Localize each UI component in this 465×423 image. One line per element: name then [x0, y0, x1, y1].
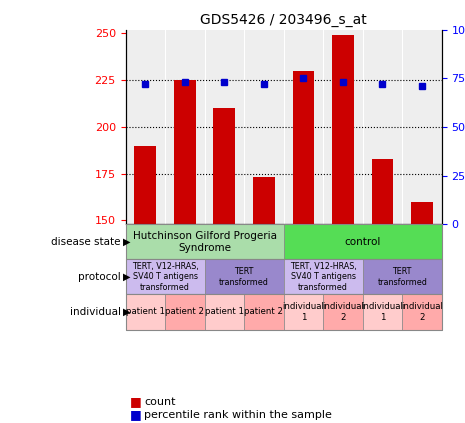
Text: Hutchinson Gilford Progeria
Syndrome: Hutchinson Gilford Progeria Syndrome [133, 231, 277, 253]
Bar [372, 159, 393, 224]
FancyBboxPatch shape [126, 224, 284, 259]
Bar [174, 80, 196, 224]
Text: ■: ■ [130, 396, 142, 408]
Title: GDS5426 / 203496_s_at: GDS5426 / 203496_s_at [200, 13, 367, 27]
FancyBboxPatch shape [126, 259, 205, 294]
Text: patient 1: patient 1 [126, 308, 165, 316]
Bar [332, 35, 354, 224]
FancyBboxPatch shape [244, 294, 284, 330]
Text: individual
1: individual 1 [282, 302, 325, 321]
FancyBboxPatch shape [363, 294, 402, 330]
FancyBboxPatch shape [205, 259, 284, 294]
Text: percentile rank within the sample: percentile rank within the sample [144, 409, 332, 420]
Text: patient 2: patient 2 [245, 308, 283, 316]
FancyBboxPatch shape [284, 224, 442, 259]
Text: individual
1: individual 1 [361, 302, 404, 321]
Text: patient 2: patient 2 [166, 308, 204, 316]
Bar [292, 71, 314, 224]
Text: individual
2: individual 2 [401, 302, 443, 321]
FancyBboxPatch shape [165, 294, 205, 330]
Text: TERT
transformed: TERT transformed [219, 267, 269, 286]
FancyBboxPatch shape [126, 294, 165, 330]
Text: ▶: ▶ [123, 272, 131, 282]
Text: TERT, V12-HRAS,
SV40 T antigens
transformed: TERT, V12-HRAS, SV40 T antigens transfor… [290, 262, 357, 292]
Bar [134, 146, 156, 224]
Text: ▶: ▶ [123, 307, 131, 317]
FancyBboxPatch shape [402, 294, 442, 330]
Text: individual: individual [70, 307, 121, 317]
Text: TERT
transformed: TERT transformed [377, 267, 427, 286]
Text: individual
2: individual 2 [322, 302, 364, 321]
Bar [411, 202, 433, 224]
FancyBboxPatch shape [284, 294, 323, 330]
FancyBboxPatch shape [284, 259, 363, 294]
Bar [213, 108, 235, 224]
Bar [253, 177, 275, 224]
FancyBboxPatch shape [363, 259, 442, 294]
Text: TERT, V12-HRAS,
SV40 T antigens
transformed: TERT, V12-HRAS, SV40 T antigens transfor… [132, 262, 199, 292]
Text: ▶: ▶ [123, 237, 131, 247]
Text: count: count [144, 397, 176, 407]
Text: disease state: disease state [52, 237, 121, 247]
Text: ■: ■ [130, 408, 142, 421]
FancyBboxPatch shape [205, 294, 244, 330]
Text: control: control [345, 237, 381, 247]
Text: protocol: protocol [78, 272, 121, 282]
Text: patient 1: patient 1 [205, 308, 244, 316]
FancyBboxPatch shape [323, 294, 363, 330]
